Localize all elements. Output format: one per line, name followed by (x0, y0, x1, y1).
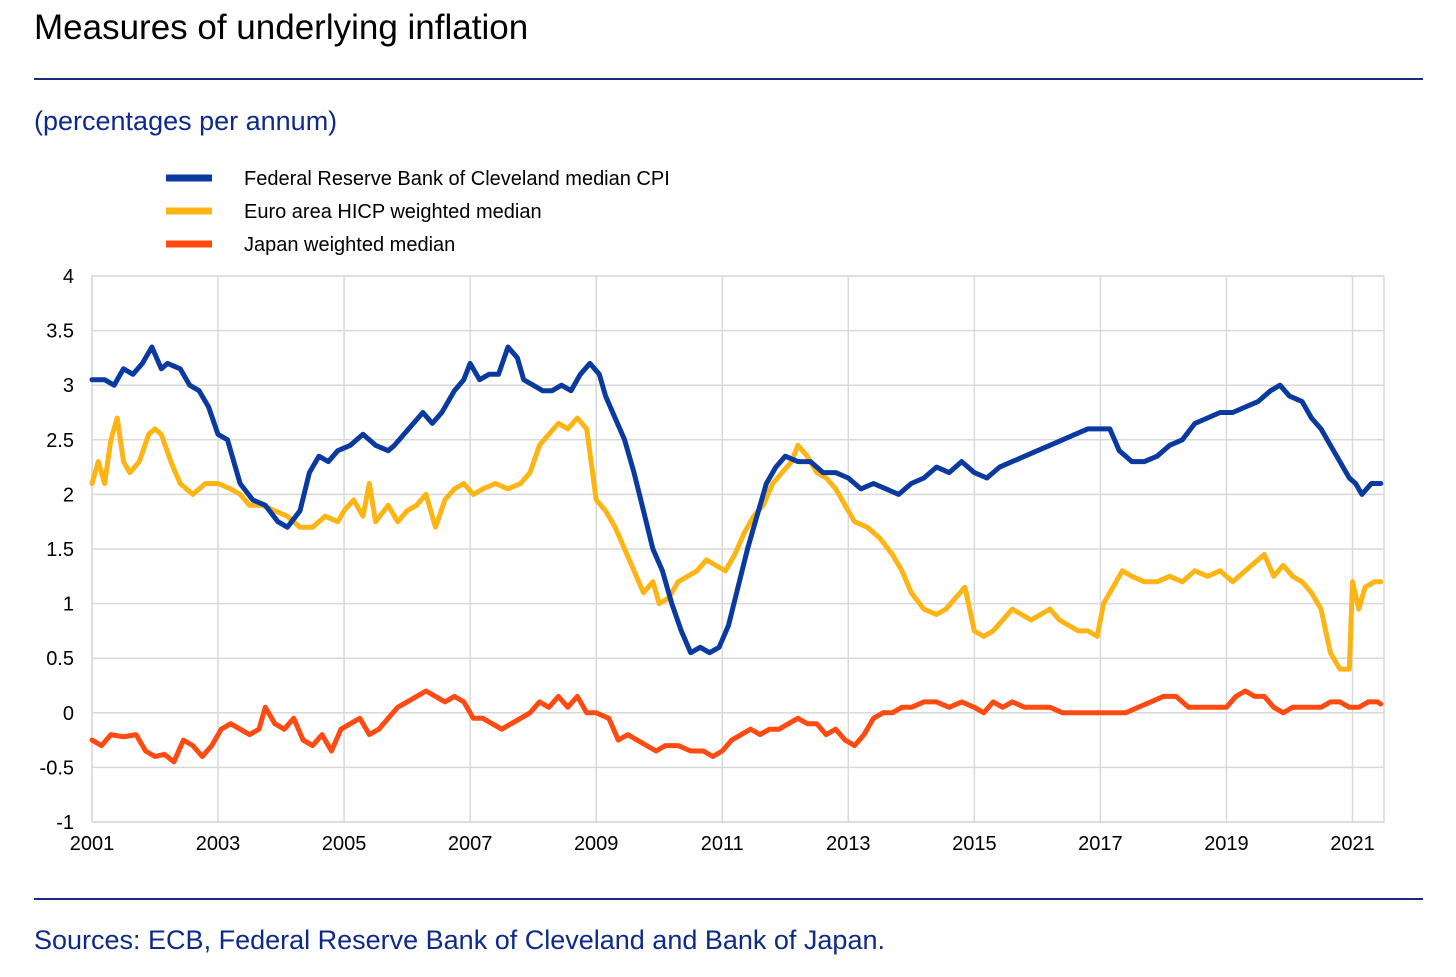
source-note: Sources: ECB, Federal Reserve Bank of Cl… (34, 925, 885, 955)
x-tick-label: 2017 (1078, 833, 1123, 855)
y-tick-label: 3.5 (46, 321, 74, 343)
x-tick-label: 2009 (574, 833, 619, 855)
x-tick-label: 2013 (826, 833, 871, 855)
series-line-3 (89, 688, 1384, 765)
y-tick-label: 1.5 (46, 539, 74, 561)
legend-label: Federal Reserve Bank of Cleveland median… (244, 168, 670, 190)
x-tick-label: 2001 (70, 833, 115, 855)
x-tick-label: 2021 (1330, 833, 1375, 855)
x-tick-label: 2015 (952, 833, 997, 855)
y-tick-label: -0.5 (40, 757, 74, 779)
bottom-rule (34, 898, 1423, 900)
y-tick-label: 0 (63, 703, 74, 725)
y-tick-label: 3 (63, 375, 74, 397)
x-tick-label: 2011 (701, 833, 744, 855)
x-tick-label: 2005 (322, 833, 367, 855)
y-tick-label: 2.5 (46, 430, 74, 452)
top-rule (34, 78, 1423, 80)
y-tick-label: -1 (56, 812, 74, 834)
y-tick-label: 4 (63, 266, 74, 288)
series-line-1 (89, 344, 1384, 656)
series-line-2 (89, 415, 1384, 672)
legend-label: Japan weighted median (244, 234, 455, 256)
chart-subtitle: (percentages per annum) (34, 106, 338, 136)
y-tick-label: 1 (63, 594, 74, 616)
x-tick-label: 2003 (196, 833, 241, 855)
y-tick-label: 0.5 (46, 648, 74, 670)
chart-title: Measures of underlying inflation (34, 8, 529, 47)
legend-label: Euro area HICP weighted median (244, 201, 542, 223)
x-tick-label: 2019 (1204, 833, 1249, 855)
x-tick-label: 2007 (448, 833, 493, 855)
y-tick-label: 2 (63, 484, 74, 506)
